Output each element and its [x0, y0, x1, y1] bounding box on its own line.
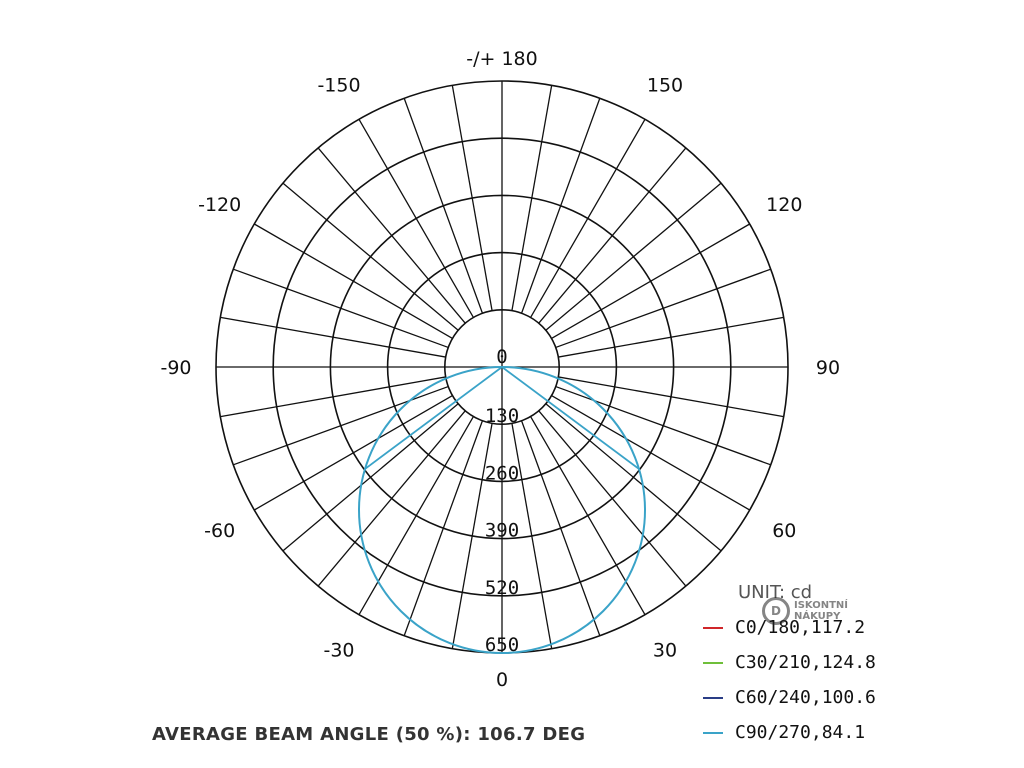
radial-tick-label: 0: [496, 346, 507, 368]
radial-tick-label: 650: [485, 634, 519, 656]
grid-spoke: [358, 416, 474, 616]
grid-spoke: [530, 118, 646, 318]
legend-swatch: [703, 696, 723, 699]
angle-label: 60: [772, 520, 796, 542]
grid-spoke: [551, 395, 751, 511]
angle-label: -150: [317, 75, 360, 97]
radial-tick-label: 390: [485, 520, 519, 542]
radial-tick-label: 130: [485, 405, 519, 427]
angle-label: 150: [647, 75, 683, 97]
grid-spoke: [451, 423, 493, 649]
legend-swatch: [703, 731, 723, 734]
grid-spoke: [511, 423, 553, 649]
watermark-logo: D ISKONTNÍ NÁKUPY: [762, 597, 848, 625]
grid-spoke: [253, 223, 453, 339]
angle-label: -120: [198, 194, 241, 216]
angle-label: -90: [160, 357, 191, 379]
grid-spoke: [551, 223, 751, 339]
grid-spoke: [253, 395, 453, 511]
beam-angle-line: [501, 366, 640, 470]
grid-spoke: [545, 182, 722, 331]
grid-spoke: [233, 385, 449, 466]
legend-item: C30/210,124.8: [703, 645, 923, 680]
grid-spoke: [555, 385, 771, 466]
logo-mark: D: [762, 597, 790, 625]
grid-spoke: [555, 268, 771, 349]
grid-spoke: [451, 85, 493, 311]
legend-item: C60/240,100.6: [703, 680, 923, 715]
grid-spoke: [317, 410, 466, 587]
grid-spoke: [558, 316, 784, 358]
grid-spoke: [511, 85, 553, 311]
grid-spoke: [538, 147, 687, 324]
grid-spoke: [233, 268, 449, 349]
unit-label: UNIT: cd: [738, 582, 813, 603]
legend-label: C60/240,100.6: [735, 687, 876, 708]
grid-spoke: [282, 182, 459, 331]
beam-angle-note: AVERAGE BEAM ANGLE (50 %): 106.7 DEG: [152, 724, 586, 745]
grid-spoke: [520, 98, 601, 314]
legend-swatch: [703, 626, 723, 629]
grid-spoke: [282, 403, 459, 552]
grid-spoke: [220, 376, 446, 418]
angle-label: 90: [816, 357, 840, 379]
legend-label: C90/270,84.1: [735, 722, 866, 743]
grid-spoke: [520, 420, 601, 636]
logo-text: ISKONTNÍ NÁKUPY: [794, 600, 849, 622]
grid-spoke: [220, 316, 446, 358]
angle-label: 120: [766, 194, 802, 216]
legend-swatch: [703, 661, 723, 664]
angle-label: 30: [653, 639, 677, 661]
grid-spoke: [317, 147, 466, 324]
grid-spoke: [403, 420, 484, 636]
grid-spoke: [530, 416, 646, 616]
radial-labels: 0 130 260 390 520 650: [485, 346, 519, 656]
grid-spoke: [358, 118, 474, 318]
angle-labels: -/+ 180 150 -150 120 -120 90 -90 60 -60 30 -30 0: [160, 48, 840, 691]
angle-label: -60: [204, 520, 235, 542]
beam-angle-line: [364, 366, 503, 470]
grid-spoke: [545, 403, 722, 552]
legend-items: C0/180,117.2 C30/210,124.8 C60/240,100.6 C9…: [703, 610, 923, 750]
legend-item: C90/270,84.1: [703, 715, 923, 750]
intensity-curves: [358, 366, 646, 654]
legend-label: C30/210,124.8: [735, 652, 876, 673]
radial-tick-label: 520: [485, 577, 519, 599]
angle-label: 0: [496, 669, 508, 691]
radial-tick-label: 260: [485, 462, 519, 484]
grid-spoke: [538, 410, 687, 587]
angle-label: -/+ 180: [466, 48, 537, 70]
grid-spoke: [403, 98, 484, 314]
grid-spoke: [558, 376, 784, 418]
angle-label: -30: [323, 639, 354, 661]
